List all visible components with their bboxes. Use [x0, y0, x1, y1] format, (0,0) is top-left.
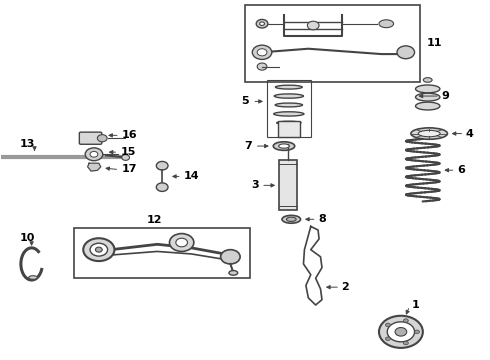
Ellipse shape: [416, 93, 440, 101]
Circle shape: [379, 316, 423, 348]
Ellipse shape: [274, 94, 303, 98]
Circle shape: [307, 21, 319, 30]
Circle shape: [156, 183, 168, 192]
Text: 16: 16: [122, 130, 137, 140]
Circle shape: [386, 323, 391, 327]
Text: 5: 5: [241, 96, 249, 107]
Circle shape: [397, 46, 415, 59]
Text: 13: 13: [20, 139, 35, 149]
Circle shape: [90, 152, 98, 157]
Ellipse shape: [379, 20, 393, 28]
Text: 17: 17: [121, 163, 137, 174]
Circle shape: [252, 45, 272, 59]
Circle shape: [176, 238, 188, 247]
Circle shape: [415, 330, 419, 334]
Circle shape: [257, 49, 267, 56]
Ellipse shape: [416, 102, 440, 110]
Bar: [245, 5, 420, 82]
Circle shape: [85, 148, 103, 161]
Text: 12: 12: [147, 215, 163, 225]
Circle shape: [90, 243, 108, 256]
Ellipse shape: [29, 276, 37, 279]
Ellipse shape: [423, 78, 432, 82]
Bar: [279, 160, 296, 210]
Circle shape: [83, 238, 115, 261]
Ellipse shape: [275, 103, 302, 107]
Circle shape: [387, 322, 415, 342]
Circle shape: [403, 341, 408, 345]
Text: 9: 9: [442, 91, 450, 101]
Text: 4: 4: [466, 129, 474, 139]
Ellipse shape: [282, 215, 300, 223]
Circle shape: [403, 319, 408, 323]
Circle shape: [122, 155, 129, 160]
Circle shape: [257, 63, 267, 70]
Ellipse shape: [274, 112, 304, 116]
Circle shape: [256, 19, 268, 28]
Bar: [74, 228, 250, 278]
Polygon shape: [88, 163, 101, 171]
Ellipse shape: [411, 128, 447, 139]
Circle shape: [220, 249, 240, 264]
Ellipse shape: [277, 121, 301, 125]
Circle shape: [260, 22, 265, 26]
Ellipse shape: [418, 130, 440, 137]
Text: 7: 7: [245, 141, 252, 151]
Text: 14: 14: [184, 171, 199, 181]
Text: 1: 1: [412, 300, 419, 310]
Bar: [267, 80, 311, 137]
Circle shape: [386, 337, 391, 341]
Text: 10: 10: [20, 233, 35, 243]
Text: 6: 6: [457, 165, 465, 175]
Circle shape: [96, 247, 102, 252]
Circle shape: [170, 234, 194, 251]
Text: 3: 3: [251, 180, 259, 190]
Ellipse shape: [229, 271, 238, 275]
Text: 2: 2: [342, 282, 349, 292]
Ellipse shape: [279, 144, 289, 148]
Text: 8: 8: [318, 214, 326, 224]
Ellipse shape: [287, 217, 296, 221]
FancyBboxPatch shape: [79, 132, 102, 144]
Ellipse shape: [273, 142, 294, 150]
Text: 11: 11: [426, 39, 442, 48]
Text: 15: 15: [120, 147, 136, 157]
Circle shape: [395, 328, 407, 336]
Circle shape: [156, 161, 168, 170]
Ellipse shape: [416, 85, 440, 93]
Ellipse shape: [275, 85, 302, 89]
Bar: [278, 121, 299, 137]
Circle shape: [98, 135, 107, 142]
